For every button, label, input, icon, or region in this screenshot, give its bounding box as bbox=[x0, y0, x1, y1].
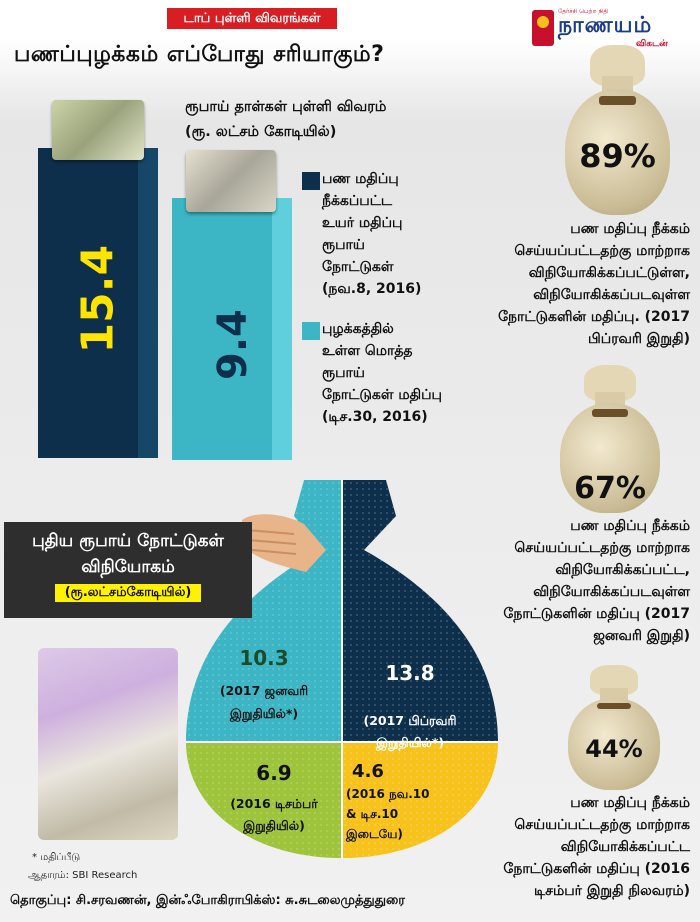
slice-caption: இறுதியில்) bbox=[242, 818, 305, 834]
stat-line: பண மதிப்பு நீக்கம் bbox=[570, 518, 690, 534]
cash-bundle-image bbox=[186, 150, 276, 212]
bag-chart-title-banner: புதிய ரூபாய் நோட்டுகள் விநியோகம் (ரூ.லட்… bbox=[4, 522, 252, 618]
money-bag-icon: 44% bbox=[568, 665, 660, 790]
stat-line: விநியோகிக்கப்படவுள்ள bbox=[533, 287, 690, 303]
banner-unit: (ரூ.லட்சம்கோடியில்) bbox=[54, 584, 202, 602]
stat-percent: 89% bbox=[579, 137, 656, 175]
money-bag-icon: 67% bbox=[560, 365, 660, 513]
stat-line: விநியோகிக்கப்பட்ட bbox=[560, 839, 690, 855]
bar-in-circulation-side bbox=[272, 198, 292, 460]
slice-caption: இடையே) bbox=[345, 827, 403, 842]
legend-line: உள்ள மொத்த bbox=[322, 343, 413, 359]
legend-swatch-in-circulation bbox=[302, 322, 320, 340]
slice-caption: (2016 நவ.10 bbox=[346, 787, 430, 802]
bar-demonetised: 15.4 bbox=[38, 148, 158, 458]
footnote: * மதிப்பீடு bbox=[32, 852, 81, 863]
legend-swatch-demonetised bbox=[302, 172, 320, 190]
bar-chart-subtitle-line1: ரூபாய் தாள்கள் புள்ளி விவரம் bbox=[185, 99, 387, 115]
slice-caption: & டிச.10 bbox=[346, 807, 398, 822]
slice-caption: இறுதியில்*) bbox=[229, 706, 298, 722]
legend-line: ரூபாய் bbox=[322, 237, 365, 253]
stat-line: ஜனவரி இறுதி) bbox=[593, 628, 690, 644]
banner-line1: புதிய ரூபாய் நோட்டுகள் bbox=[32, 531, 224, 551]
slice-value-label: 4.6 bbox=[352, 761, 384, 782]
stat-description: பண மதிப்பு நீக்கம் செய்யப்பட்டதற்கு மாற்… bbox=[420, 218, 690, 350]
bar-in-circulation-value-label: 9.4 bbox=[210, 309, 256, 380]
compiler-credit: தொகுப்பு: சி.சரவணன், இன்ஃபோகிராபிக்ஸ்: ச… bbox=[10, 893, 405, 908]
slice-value-label: 13.8 bbox=[385, 661, 434, 685]
stat-line: நோட்டுகளின் மதிப்பு. (2017 bbox=[498, 309, 690, 325]
stat-line: விநியோகிக்கப்பட்டுள்ள, bbox=[528, 265, 690, 281]
legend-line: நோட்டுகள் மதிப்பு bbox=[322, 387, 442, 403]
legend-line: உயர் மதிப்பு bbox=[322, 215, 403, 231]
legend-item-demonetised: பண மதிப்பு நீக்கப்பட்ட உயர் மதிப்பு ரூபா… bbox=[322, 168, 482, 300]
stat-line: பண மதிப்பு நீக்கம் bbox=[570, 221, 690, 237]
legend-line: (டிச.30, 2016) bbox=[322, 409, 428, 425]
stat-line: பிப்ரவரி இறுதி) bbox=[588, 331, 690, 347]
logo-sub-wordmark: விகடன் bbox=[636, 39, 668, 49]
new-notes-image bbox=[38, 648, 178, 840]
bar-demonetised-value-label: 15.4 bbox=[72, 244, 124, 354]
logo-emblem-icon bbox=[532, 10, 554, 46]
legend-line: (நவ.8, 2016) bbox=[322, 281, 422, 297]
stat-line: நோட்டுகளின் மதிப்பு (2016 bbox=[503, 861, 690, 877]
source-credit: ஆதாரம்: SBI Research bbox=[28, 870, 138, 881]
stat-line: செய்யப்பட்டதற்கு மாற்றாக bbox=[514, 243, 690, 259]
banner-line2: விநியோகம் bbox=[81, 557, 175, 577]
logo-tagline: தேர்ச்சி பெற்ற நிதி bbox=[558, 8, 609, 15]
legend-line: நீக்கப்பட்ட bbox=[322, 193, 392, 209]
bar-chart-subtitle: ரூபாய் தாள்கள் புள்ளி விவரம் (ரூ. லட்சம்… bbox=[185, 95, 425, 145]
bar-demonetised-side bbox=[138, 148, 158, 458]
slice-caption: (2016 டிசம்பர் bbox=[230, 796, 318, 812]
category-tag: டாப் புள்ளி விவரங்கள் bbox=[167, 8, 337, 29]
stat-percent: 67% bbox=[574, 471, 646, 506]
stat-line: செய்யப்பட்டதற்கு மாற்றாக bbox=[514, 817, 690, 833]
slice-caption: இறுதியில்*) bbox=[375, 735, 444, 751]
new-notes-bag-chart: 10.3 (2017 ஜனவரி இறுதியில்*) 13.8 (2017 … bbox=[186, 480, 498, 858]
stat-description: பண மதிப்பு நீக்கம் செய்யப்பட்டதற்கு மாற்… bbox=[450, 515, 690, 647]
legend-line: ரூபாய் bbox=[322, 365, 365, 381]
stat-description: பண மதிப்பு நீக்கம் செய்யப்பட்டதற்கு மாற்… bbox=[440, 792, 690, 902]
legend-item-in-circulation: புழக்கத்தில் உள்ள மொத்த ரூபாய் நோட்டுகள்… bbox=[322, 318, 492, 428]
slice-value-label: 6.9 bbox=[256, 761, 291, 785]
money-bag-icon: 89% bbox=[565, 45, 670, 215]
nanayam-logo: தேர்ச்சி பெற்ற நிதி நாணயம் விகடன் bbox=[532, 8, 696, 52]
legend-line: நோட்டுகள் bbox=[322, 259, 394, 275]
stat-line: டிசம்பர் இறுதி நிலவரம்) bbox=[534, 883, 690, 899]
slice-caption: (2017 பிப்ரவரி bbox=[364, 713, 457, 728]
stat-line: விநியோகிக்கப்படவுள்ள bbox=[533, 584, 690, 600]
stat-line: நோட்டுகளின் மதிப்பு (2017 bbox=[503, 606, 690, 622]
stat-line: செய்யப்பட்டதற்கு மாற்றாக bbox=[514, 540, 690, 556]
logo-wordmark: நாணயம் bbox=[558, 13, 653, 38]
slice-value-label: 10.3 bbox=[239, 646, 288, 670]
stat-line: பண மதிப்பு நீக்கம் bbox=[570, 795, 690, 811]
legend-line: பண மதிப்பு bbox=[322, 171, 399, 187]
page-title: பணப்புழக்கம் எப்போது சரியாகும்? bbox=[14, 42, 385, 67]
stat-line: விநியோகிக்கப்பட்ட, bbox=[555, 562, 690, 578]
bar-chart-subtitle-line2: (ரூ. லட்சம் கோடியில்) bbox=[185, 124, 337, 140]
stat-percent: 44% bbox=[585, 735, 643, 763]
cash-bundle-image bbox=[52, 100, 144, 160]
slice-caption: (2017 ஜனவரி bbox=[220, 683, 308, 700]
bar-in-circulation: 9.4 bbox=[172, 198, 292, 460]
legend-line: புழக்கத்தில் bbox=[322, 321, 394, 337]
